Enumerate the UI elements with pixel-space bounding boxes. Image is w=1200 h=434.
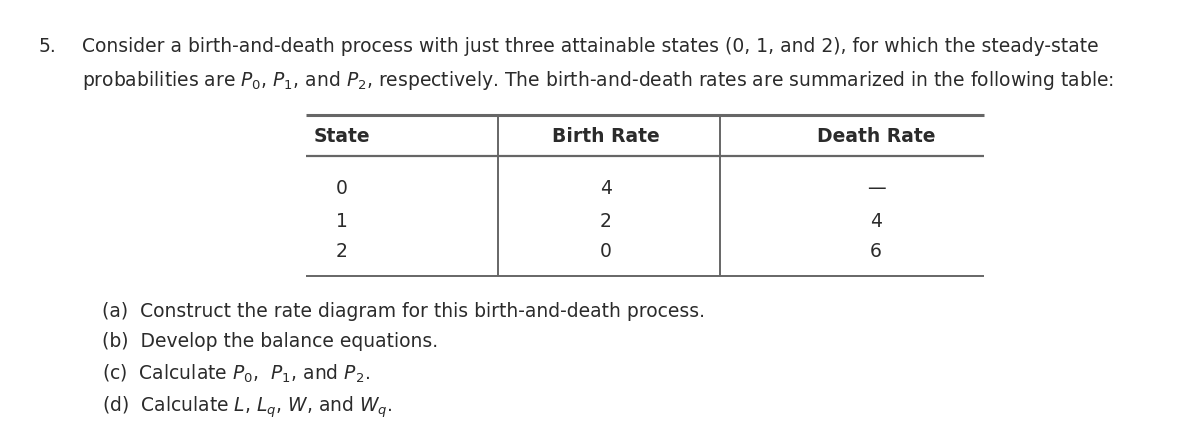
Text: —: — [866,179,886,198]
Text: (c)  Calculate $P_0$,  $P_1$, and $P_2$.: (c) Calculate $P_0$, $P_1$, and $P_2$. [102,362,370,385]
Text: 4: 4 [870,212,882,231]
Text: 2: 2 [336,242,348,261]
Text: (d)  Calculate $L$, $L_q$, $W$, and $W_q$.: (d) Calculate $L$, $L_q$, $W$, and $W_q$… [102,395,392,421]
Text: 6: 6 [870,242,882,261]
Text: probabilities are $P_0$, $P_1$, and $P_2$, respectively. The birth-and-death rat: probabilities are $P_0$, $P_1$, and $P_2… [82,69,1114,92]
Text: Birth Rate: Birth Rate [552,127,660,146]
Text: 5.: 5. [38,37,56,56]
Text: Death Rate: Death Rate [817,127,935,146]
Text: State: State [313,127,371,146]
Text: 1: 1 [336,212,348,231]
Text: Consider a birth-and-death process with just three attainable states (0, 1, and : Consider a birth-and-death process with … [82,37,1098,56]
Text: 0: 0 [336,179,348,198]
Text: (a)  Construct the rate diagram for this birth-and-death process.: (a) Construct the rate diagram for this … [102,302,706,321]
Text: 4: 4 [600,179,612,198]
Text: (b)  Develop the balance equations.: (b) Develop the balance equations. [102,332,438,351]
Text: 0: 0 [600,242,612,261]
Text: 2: 2 [600,212,612,231]
